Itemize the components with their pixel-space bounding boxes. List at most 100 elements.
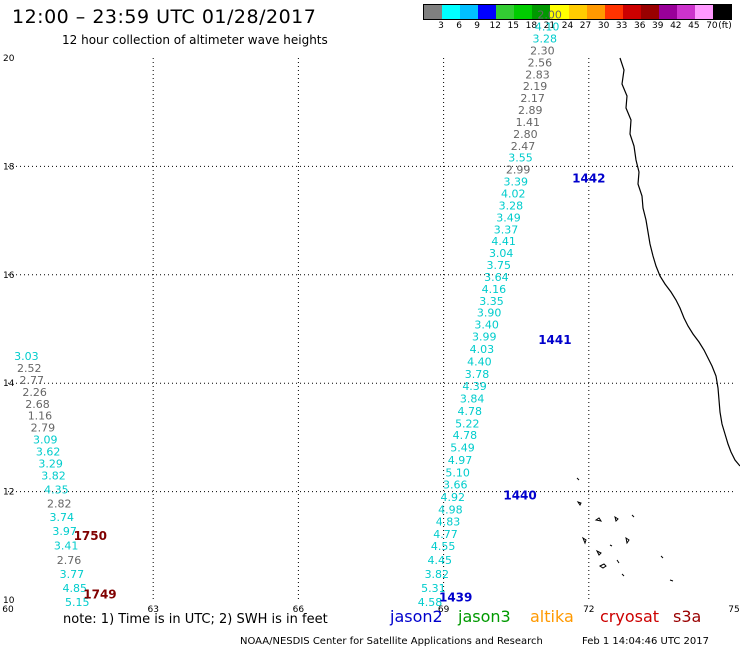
wave-height-label: 3.09 [33,434,58,447]
wave-height-label: 3.74 [49,511,74,524]
legend-swatch [550,5,569,19]
wave-height-label: 3.29 [38,457,63,470]
wave-height-label: 5.10 [445,467,470,480]
wave-height-label: 3.35 [479,295,504,308]
legend-label: 3 [438,21,444,31]
legend-swatch [713,5,732,19]
wave-height-label: 3.84 [460,392,485,405]
wave-height-label: 3.28 [499,199,524,212]
lon-tick-label: 75 [728,605,739,615]
pass-time-label: 1440 [503,488,536,502]
axis-labels: 60 63 66 69 72 75 10 12 14 16 18 20 [2,54,739,615]
legend-label: 36 [633,21,646,31]
wave-height-label: 4.40 [467,356,492,369]
satellite-jason3: jason3 [458,607,511,626]
legend-label: 6 [456,21,462,31]
wave-height-label: 3.90 [477,307,502,320]
pass-time-label: 1442 [572,171,605,185]
wave-height-label: 3.37 [494,223,519,236]
wave-height-label: 4.16 [482,283,507,296]
lat-tick-label: 20 [3,54,15,64]
wave-height-label: 2.52 [17,362,42,375]
legend-label: 15 [507,21,520,31]
wave-height-label: 2.17 [520,92,545,105]
satellite-altika: altika [530,607,574,626]
legend-label: 21 [543,21,556,31]
chart-title: 12:00 – 23:59 UTC 01/28/2017 [12,6,317,28]
wave-height-readings: 3.032.522.772.262.681.162.793.093.623.29… [14,9,562,610]
wave-height-label: 3.82 [425,568,450,581]
pass-labels: 1750 1749 1439 1440 1441 1442 [74,171,606,604]
legend-swatch [640,5,659,19]
wave-height-label: 3.78 [465,368,490,381]
india-west-coastline [619,57,740,467]
legend-labels: 3 6 9 12 15 18 21 24 27 30 33 36 39 42 45 70 (ft) [423,21,740,33]
wave-height-label: 3.40 [474,319,499,332]
wave-height-label: 4.97 [448,454,473,467]
wave-height-label: 2.89 [518,104,543,117]
wave-height-label: 4.77 [433,528,458,541]
grid-lines [8,58,734,600]
wave-height-label: 4.45 [427,554,452,567]
wave-height-label: 2.30 [530,44,555,57]
wave-height-label: 3.66 [443,479,468,492]
wave-height-label: 4.35 [44,483,69,496]
wave-height-label: 4.10 [535,21,560,34]
wave-height-label: 5.49 [450,442,475,455]
wave-height-label: 3.04 [489,247,514,260]
wave-height-label: 4.98 [438,503,463,516]
wave-height-label: 5.15 [65,596,90,609]
legend-swatch [694,5,713,19]
legend-label: 30 [597,21,610,31]
satellite-s3a: s3a [673,607,702,626]
islands [576,477,674,582]
wave-height-label: 5.22 [455,417,480,430]
wave-height-label: 2.56 [528,56,553,69]
timestamp-text: Feb 1 14:04:46 UTC 2017 [582,636,709,647]
legend-swatch [478,5,497,19]
wave-height-label: 2.80 [513,128,538,141]
pass-time-label: 1750 [74,529,107,543]
wave-height-label: 2.00 [537,9,562,22]
legend-swatch [568,5,587,19]
pass-time-label: 1439 [439,590,472,604]
wave-height-label: 4.83 [436,515,461,528]
legend-swatch [586,5,605,19]
lat-tick-label: 12 [3,488,14,498]
wave-height-label: 2.47 [511,140,536,153]
lat-tick-label: 16 [3,271,15,281]
legend-label: 45 [688,21,700,31]
wave-height-label: 4.39 [462,380,487,393]
wave-height-label: 3.64 [484,271,509,284]
footnote: note: 1) Time is in UTC; 2) SWH is in fe… [63,612,328,627]
satellite-jason2: jason2 [390,607,443,626]
color-scale-legend: 3 6 9 12 15 18 21 24 27 30 33 36 39 42 45 70 (ft) [423,4,732,31]
wave-height-label: 4.78 [457,405,482,418]
wave-height-label: 3.49 [496,211,521,224]
wave-height-label: 4.02 [501,188,526,201]
legend-label: 42 [670,21,682,31]
legend-label: 39 [652,21,664,31]
legend-label: 12 [489,21,501,31]
wave-height-label: 5.31 [421,582,446,595]
wave-height-label: 4.03 [470,343,495,356]
legend-label: 24 [561,21,574,31]
wave-height-label: 3.03 [14,350,39,363]
legend-swatch [622,5,641,19]
lon-tick-label: 72 [583,605,594,615]
wave-height-label: 2.26 [22,386,47,399]
wave-height-label: 2.83 [525,68,550,81]
wave-height-label: 3.28 [533,32,558,45]
legend-swatch [424,5,443,19]
legend-swatch [460,5,479,19]
satellite-cryosat: cryosat [600,607,660,626]
pass-time-label: 1749 [83,588,116,602]
wave-height-label: 4.85 [63,582,88,595]
lon-tick-label: 63 [147,605,158,615]
wave-height-label: 3.41 [54,539,79,552]
legend-label: (ft) [718,21,732,31]
wave-height-label: 3.55 [508,152,533,165]
lat-tick-label: 10 [3,596,15,606]
wave-height-label: 2.82 [47,498,72,511]
